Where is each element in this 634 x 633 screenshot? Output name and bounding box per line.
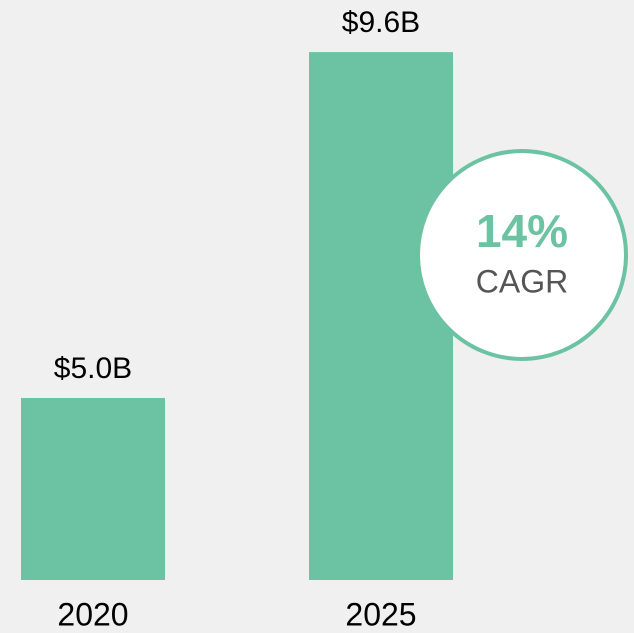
x-tick-label: 2020 [57,596,128,632]
cagr-value: 14% [476,205,568,257]
cagr-badge [416,149,628,361]
x-tick-label: 2025 [345,596,416,632]
value-label: $9.6B [342,6,420,39]
cagr-label: CAGR [476,263,568,299]
bar [309,52,453,580]
bar [21,398,165,580]
value-label: $5.0B [54,352,132,385]
